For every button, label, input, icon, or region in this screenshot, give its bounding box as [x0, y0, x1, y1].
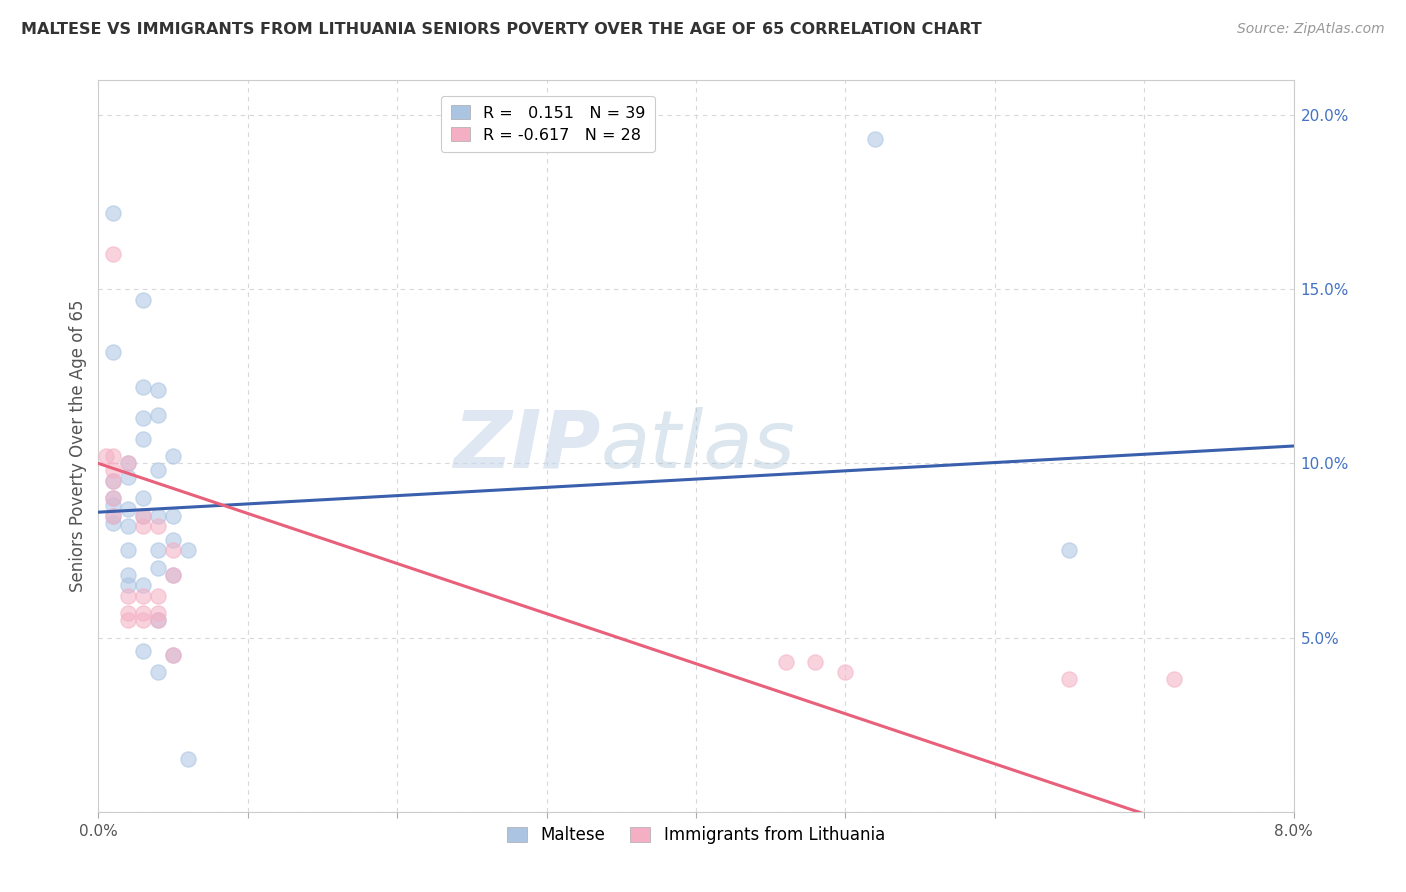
Point — [103, 491, 125, 506]
Point — [117, 578, 139, 592]
Point — [148, 519, 170, 533]
Point — [132, 508, 155, 523]
Point — [103, 463, 125, 477]
Point — [103, 450, 125, 464]
Point — [103, 516, 125, 530]
Point — [148, 508, 170, 523]
Point — [132, 432, 155, 446]
Point — [132, 578, 155, 592]
Point — [162, 567, 184, 582]
Point — [148, 589, 170, 603]
Point — [132, 644, 155, 658]
Point — [804, 655, 827, 669]
Legend: Maltese, Immigrants from Lithuania: Maltese, Immigrants from Lithuania — [501, 820, 891, 851]
Point — [132, 491, 155, 506]
Point — [775, 655, 797, 669]
Point — [117, 567, 139, 582]
Text: atlas: atlas — [600, 407, 796, 485]
Point — [132, 613, 155, 627]
Point — [162, 508, 184, 523]
Y-axis label: Seniors Poverty Over the Age of 65: Seniors Poverty Over the Age of 65 — [69, 300, 87, 592]
Point — [132, 380, 155, 394]
Point — [132, 519, 155, 533]
Point — [1163, 673, 1185, 687]
Point — [117, 457, 139, 471]
Point — [148, 408, 170, 422]
Point — [1059, 673, 1081, 687]
Point — [103, 345, 125, 359]
Point — [103, 508, 125, 523]
Point — [103, 474, 125, 488]
Point — [117, 470, 139, 484]
Point — [865, 132, 887, 146]
Point — [148, 561, 170, 575]
Text: ZIP: ZIP — [453, 407, 600, 485]
Point — [117, 613, 139, 627]
Point — [117, 543, 139, 558]
Point — [177, 543, 200, 558]
Point — [117, 519, 139, 533]
Point — [148, 463, 170, 477]
Point — [103, 508, 125, 523]
Point — [132, 606, 155, 620]
Point — [148, 384, 170, 398]
Text: MALTESE VS IMMIGRANTS FROM LITHUANIA SENIORS POVERTY OVER THE AGE OF 65 CORRELAT: MALTESE VS IMMIGRANTS FROM LITHUANIA SEN… — [21, 22, 981, 37]
Point — [117, 501, 139, 516]
Point — [103, 247, 125, 261]
Point — [162, 450, 184, 464]
Point — [162, 648, 184, 662]
Point — [148, 606, 170, 620]
Point — [117, 457, 139, 471]
Point — [94, 450, 117, 464]
Point — [162, 567, 184, 582]
Point — [103, 498, 125, 512]
Point — [148, 613, 170, 627]
Point — [148, 543, 170, 558]
Point — [117, 606, 139, 620]
Point — [162, 648, 184, 662]
Point — [132, 411, 155, 425]
Point — [103, 491, 125, 506]
Point — [162, 533, 184, 547]
Point — [1059, 543, 1081, 558]
Point — [132, 508, 155, 523]
Point — [103, 205, 125, 219]
Text: Source: ZipAtlas.com: Source: ZipAtlas.com — [1237, 22, 1385, 37]
Point — [148, 613, 170, 627]
Point — [103, 474, 125, 488]
Point — [162, 543, 184, 558]
Point — [117, 589, 139, 603]
Point — [132, 293, 155, 307]
Point — [834, 665, 856, 680]
Point — [177, 752, 200, 766]
Point — [132, 589, 155, 603]
Point — [148, 665, 170, 680]
